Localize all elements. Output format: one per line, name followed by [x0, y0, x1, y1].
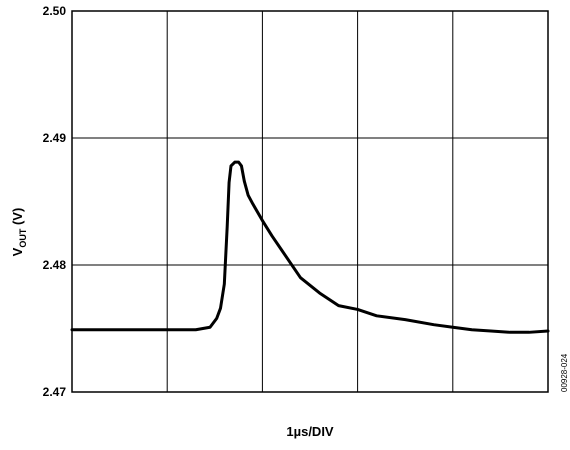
chart-grid [72, 11, 548, 392]
series-line [70, 160, 550, 334]
plot-frame [71, 10, 549, 393]
y-axis-label-sub: OUT [18, 228, 28, 248]
y-tick-label: 2.48 [43, 258, 67, 272]
y-axis-label: VOUT (V) [10, 208, 28, 257]
figure-id: 00928-024 [560, 353, 569, 392]
y-axis-label-unit: (V) [10, 208, 25, 229]
y-tick-label: 2.49 [43, 131, 67, 145]
y-tick-label: 2.50 [43, 4, 67, 18]
y-tick-label: 2.47 [43, 385, 67, 399]
y-axis-label-main: V [10, 247, 25, 256]
x-axis-label: 1µs/DIV [286, 424, 334, 439]
y-tick-labels: 2.47 2.48 2.49 2.50 [43, 4, 67, 399]
